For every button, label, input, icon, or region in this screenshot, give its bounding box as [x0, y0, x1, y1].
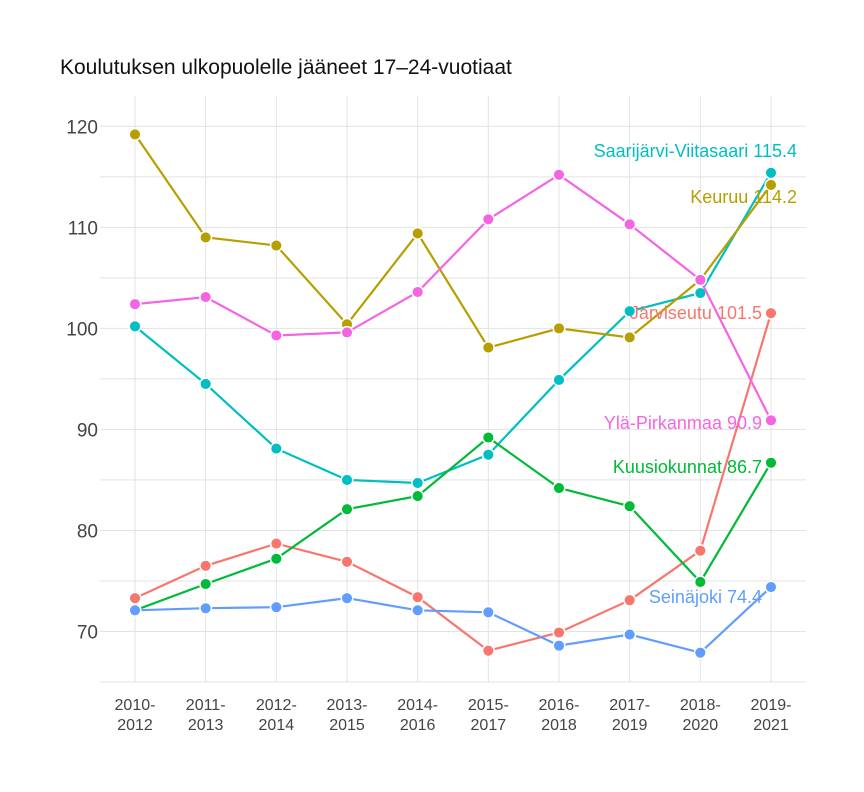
x-tick-label: 2016-2018 — [539, 697, 580, 734]
series-kuusiokunnat — [128, 430, 778, 617]
data-point — [764, 413, 778, 427]
data-point — [623, 304, 637, 318]
data-point — [481, 430, 495, 445]
x-tick-label: 2012-2014 — [256, 697, 297, 734]
data-point — [764, 456, 778, 470]
data-point — [693, 544, 707, 558]
y-axis-ticks: 70 80 90 100 110 120 — [66, 117, 98, 643]
end-label-keuruu: Keuruu 114.2 — [690, 187, 797, 207]
y-tick-label: 80 — [77, 521, 98, 542]
series-line — [134, 312, 773, 652]
data-point — [128, 127, 142, 141]
data-point — [340, 325, 354, 339]
x-tick-label: 2014-2016 — [397, 697, 438, 734]
data-point — [764, 580, 778, 594]
x-tick-label: 2018-2020 — [680, 697, 721, 734]
data-point — [764, 166, 778, 180]
series-line — [134, 133, 772, 349]
data-point — [411, 489, 425, 503]
x-tick-label: 2019-2021 — [751, 697, 792, 734]
x-tick-label: 2015-2017 — [468, 697, 509, 734]
end-label-kuusiokunnat: Kuusiokunnat 86.7 — [613, 457, 762, 477]
data-point — [623, 499, 637, 513]
series-end-labels: Saarijärvi-Viitasaari 115.4 Keuruu 114.2 J… — [594, 141, 797, 607]
data-point — [128, 319, 142, 333]
x-tick-label: 2010-2012 — [115, 697, 156, 734]
x-tick-label: 2013-2015 — [327, 697, 368, 734]
data-point — [552, 639, 566, 653]
data-point — [199, 601, 213, 615]
data-point — [623, 627, 637, 642]
data-point — [269, 442, 283, 456]
data-point — [340, 591, 354, 605]
data-point — [481, 448, 495, 462]
data-point — [411, 603, 425, 617]
y-tick-label: 120 — [66, 117, 98, 138]
chart-title: Koulutuksen ulkopuolelle jääneet 17–24-v… — [60, 56, 512, 79]
y-tick-label: 70 — [77, 622, 98, 643]
data-point — [199, 559, 213, 573]
series-keuruu — [128, 127, 778, 355]
data-point — [411, 590, 425, 604]
data-point — [693, 575, 707, 589]
data-point — [764, 306, 778, 320]
data-point — [340, 555, 354, 569]
data-point — [199, 230, 213, 244]
data-point — [199, 377, 213, 391]
y-tick-label: 100 — [66, 319, 98, 340]
data-point — [623, 593, 637, 607]
data-point — [693, 273, 707, 287]
data-point — [552, 373, 566, 387]
data-point — [269, 328, 283, 343]
data-point — [764, 178, 778, 192]
x-tick-label: 2017-2019 — [609, 697, 650, 734]
x-tick-label: 2011-2013 — [186, 697, 226, 734]
data-point — [623, 330, 637, 345]
data-point — [693, 646, 707, 660]
data-point — [128, 591, 142, 605]
series-line — [134, 172, 772, 485]
data-point — [481, 605, 495, 619]
data-point — [552, 321, 566, 335]
series-line — [134, 173, 772, 421]
data-point — [340, 502, 354, 516]
end-label-jarviseutu: Järviseutu 101.5 — [630, 303, 762, 323]
data-point — [481, 212, 495, 226]
data-point — [269, 537, 283, 551]
series-jarviseutu — [128, 306, 778, 658]
data-point — [552, 481, 566, 495]
data-point — [199, 290, 213, 304]
y-tick-label: 110 — [68, 218, 98, 239]
data-point — [623, 217, 637, 231]
series-line — [134, 436, 772, 612]
data-point — [481, 341, 495, 355]
data-point — [128, 297, 142, 311]
data-point — [128, 603, 142, 617]
series-line — [134, 586, 772, 654]
data-point — [269, 238, 283, 253]
gridlines — [100, 96, 806, 683]
y-tick-label: 90 — [77, 420, 98, 441]
data-point — [411, 476, 425, 490]
data-point — [481, 644, 495, 658]
series-yla-pirkanmaa — [128, 168, 778, 427]
end-label-saarijarvi-viitasaari: Saarijärvi-Viitasaari 115.4 — [594, 141, 797, 161]
data-point — [552, 168, 566, 182]
data-point — [552, 625, 566, 640]
data-point — [199, 577, 213, 591]
data-point — [411, 226, 425, 240]
data-point — [269, 600, 283, 614]
data-point — [411, 285, 425, 299]
x-axis-ticks: 2010-2012 2011-2013 2012-2014 2013-2015 2014… — [115, 697, 792, 734]
end-label-yla-pirkanmaa: Ylä-Pirkanmaa 90.9 — [604, 413, 762, 433]
series-layer — [128, 127, 778, 660]
data-point — [269, 552, 283, 566]
end-label-seinajoki: Seinäjoki 74.4 — [649, 587, 762, 607]
data-point — [340, 473, 354, 487]
series-seinajoki — [128, 580, 778, 660]
series-saarijarvi-viitasaari — [128, 166, 778, 490]
